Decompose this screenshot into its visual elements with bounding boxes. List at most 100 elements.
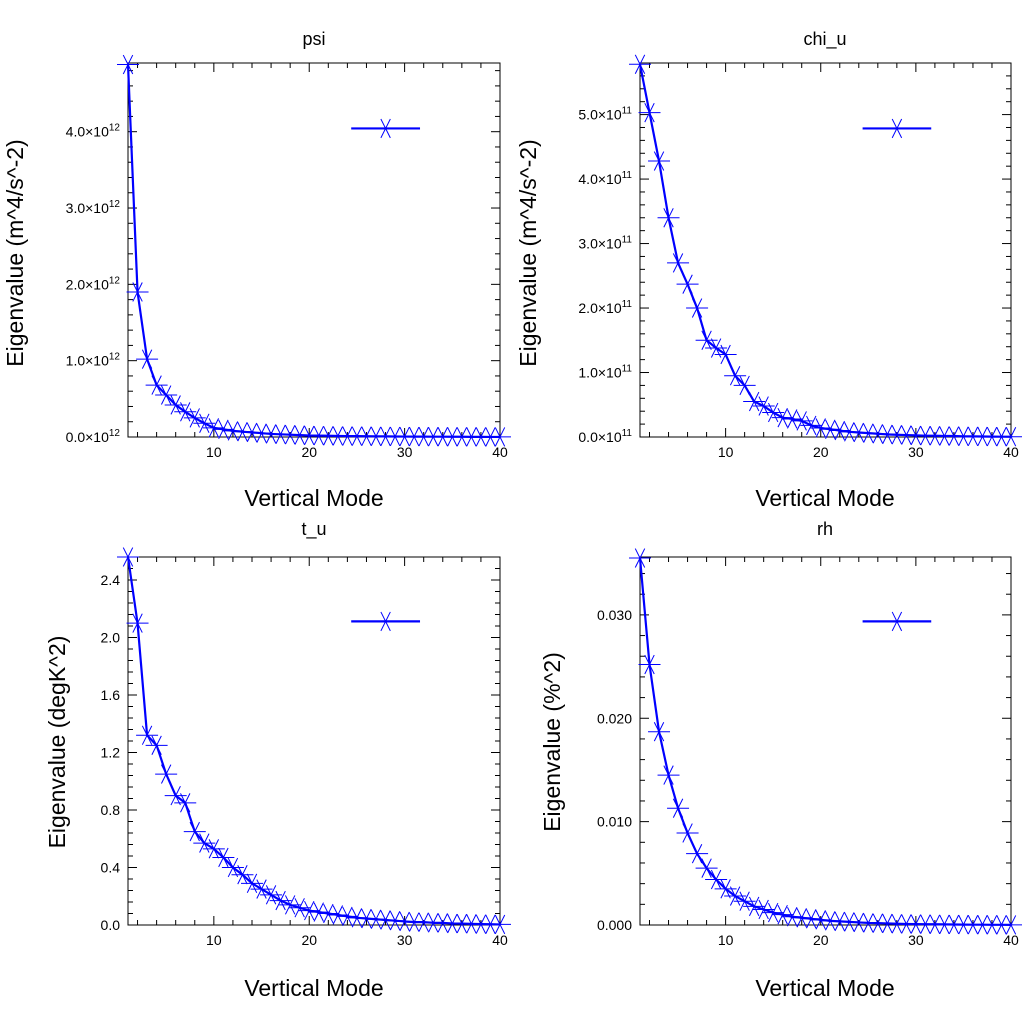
y-tick-label: 3.0×1011 xyxy=(578,235,632,252)
data-point xyxy=(384,911,407,931)
y-axis-label: Eigenvalue (%^2) xyxy=(539,652,565,832)
data-point xyxy=(164,785,187,806)
data-point xyxy=(164,395,187,415)
y-tick-label: 2.0×1012 xyxy=(66,275,121,292)
data-point xyxy=(724,366,747,386)
x-tick-label: 20 xyxy=(301,444,317,460)
data-point xyxy=(374,910,397,930)
data-point xyxy=(752,899,775,920)
data-point xyxy=(695,330,718,350)
y-tick-label: 4.0×1012 xyxy=(66,123,121,140)
data-point xyxy=(714,879,737,899)
data-point xyxy=(809,910,832,930)
data-point xyxy=(117,547,139,567)
y-tick-label: 0.030 xyxy=(597,607,632,623)
y-tick-label: 0.0 xyxy=(101,917,121,933)
y-tick-label: 1.0×1012 xyxy=(66,352,121,369)
data-point xyxy=(202,839,225,859)
panel-chi-u: chi_u Vertical Mode Eigenvalue (m^4/s^-2… xyxy=(515,29,1022,511)
data-point xyxy=(212,847,235,868)
data-point xyxy=(676,823,699,843)
data-point xyxy=(155,385,178,405)
data-point xyxy=(412,912,435,932)
data-point xyxy=(847,422,870,443)
data-point xyxy=(221,421,244,441)
plot-frame xyxy=(127,62,501,438)
data-point xyxy=(781,907,804,927)
data-point xyxy=(771,407,794,428)
data-point xyxy=(838,912,861,932)
y-axis-label: Eigenvalue (m^4/s^-2) xyxy=(2,139,28,366)
data-point xyxy=(279,895,302,915)
x-tick-label: 30 xyxy=(397,932,413,948)
y-tick-label: 0.0×1011 xyxy=(578,428,632,445)
data-point xyxy=(657,208,680,228)
data-point xyxy=(800,415,823,436)
data-point xyxy=(117,54,139,75)
data-point xyxy=(771,904,794,925)
data-point xyxy=(307,902,330,922)
data-point xyxy=(638,654,661,675)
y-tick-label: 0.000 xyxy=(597,917,632,933)
y-tick-label: 1.2 xyxy=(101,745,121,761)
data-point xyxy=(657,765,680,785)
plot-area: 10 20 30 40 0.000 0.010 0.020 0.030 xyxy=(597,548,1022,948)
chart-title: psi xyxy=(302,29,325,49)
data-point xyxy=(365,909,387,929)
data-point xyxy=(193,833,216,853)
data-point xyxy=(809,418,832,438)
chart-title: t_u xyxy=(301,519,326,540)
x-tick-label: 20 xyxy=(813,932,829,948)
data-point xyxy=(221,857,244,878)
data-point xyxy=(174,793,197,813)
x-tick-label: 40 xyxy=(492,932,508,948)
data-point xyxy=(431,913,454,933)
data-point xyxy=(326,905,349,925)
y-tick-label: 2.4 xyxy=(101,572,121,588)
data-point xyxy=(800,909,823,929)
x-tick-label: 40 xyxy=(1003,444,1019,460)
data-point xyxy=(762,902,785,923)
data-point xyxy=(648,722,671,742)
y-tick-label: 0.4 xyxy=(101,860,121,876)
panel-rh: rh Vertical Mode Eigenvalue (%^2) 10 20 30… xyxy=(539,519,1022,1001)
plot-area: 10 20 30 40 0.0 0.4 0.8 1.2 1.6 2.0 2.4 xyxy=(101,547,511,948)
data-point xyxy=(231,865,254,885)
data-point xyxy=(260,885,283,905)
data-point xyxy=(489,914,511,935)
data-point xyxy=(1000,915,1022,935)
data-point xyxy=(857,423,880,443)
legend xyxy=(351,118,421,139)
data-point xyxy=(250,879,273,899)
y-axis-label: Eigenvalue (degK^2) xyxy=(44,636,70,849)
y-tick-label: 5.0×1011 xyxy=(578,106,632,123)
data-point xyxy=(202,418,225,438)
data-point xyxy=(336,906,359,927)
y-axis-label: Eigenvalue (m^4/s^-2) xyxy=(515,139,541,366)
data-point xyxy=(667,253,690,273)
y-tick-label: 4.0×1011 xyxy=(578,170,632,187)
legend-marker xyxy=(374,118,397,139)
data-point xyxy=(781,409,804,429)
y-tick-label: 3.0×1012 xyxy=(66,199,121,216)
data-point xyxy=(250,423,273,443)
chart-title: rh xyxy=(817,519,833,539)
data-point xyxy=(126,613,149,633)
data-point xyxy=(629,54,651,74)
data-point xyxy=(667,798,690,818)
x-axis-label: Vertical Mode xyxy=(755,485,894,511)
data-point xyxy=(838,422,861,442)
data-point xyxy=(790,908,813,928)
x-tick-label: 10 xyxy=(718,932,734,948)
legend xyxy=(351,611,421,632)
chart-title: chi_u xyxy=(803,29,846,50)
y-tick-label: 1.6 xyxy=(101,687,121,703)
data-point xyxy=(866,424,889,444)
x-axis-label: Vertical Mode xyxy=(755,975,894,1001)
data-point xyxy=(345,908,368,928)
data-point xyxy=(638,102,661,123)
data-point xyxy=(489,427,511,447)
x-tick-label: 20 xyxy=(813,444,829,460)
x-tick-label: 10 xyxy=(206,444,222,460)
